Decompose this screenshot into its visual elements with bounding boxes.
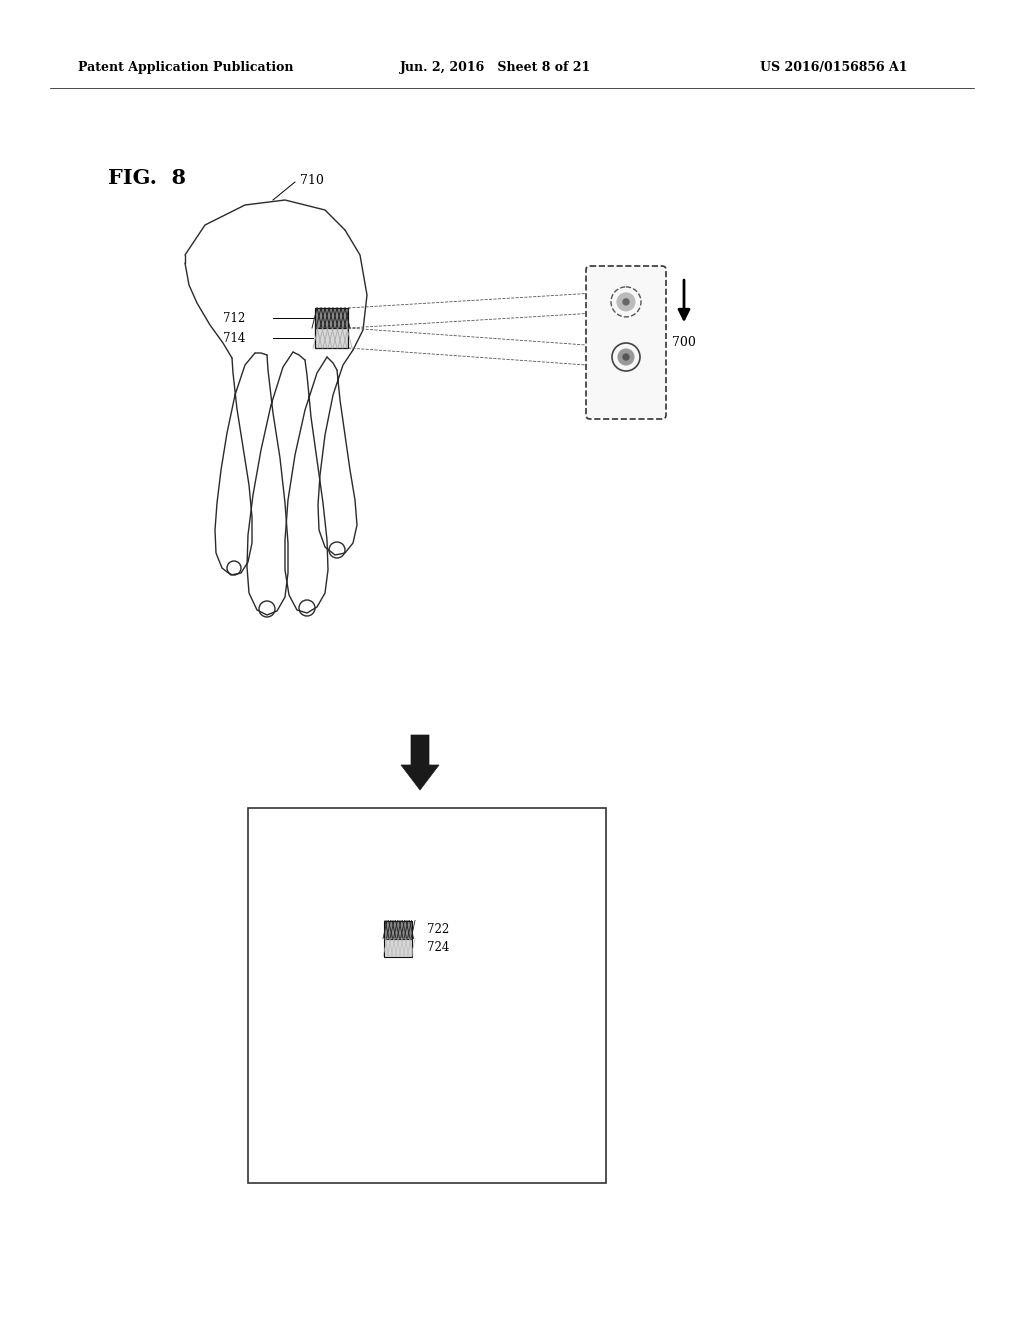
Text: Jun. 2, 2016   Sheet 8 of 21: Jun. 2, 2016 Sheet 8 of 21 xyxy=(400,62,591,74)
Polygon shape xyxy=(401,735,439,789)
Bar xyxy=(384,939,412,957)
Text: 700: 700 xyxy=(672,337,696,348)
Text: 722: 722 xyxy=(427,923,450,936)
Text: FIG.  8: FIG. 8 xyxy=(108,168,186,187)
Circle shape xyxy=(623,354,629,360)
Circle shape xyxy=(618,348,634,366)
Text: 710: 710 xyxy=(300,173,324,186)
Text: 712: 712 xyxy=(223,312,245,325)
Text: US 2016/0156856 A1: US 2016/0156856 A1 xyxy=(760,62,907,74)
Text: Patent Application Publication: Patent Application Publication xyxy=(78,62,294,74)
Bar xyxy=(384,920,412,939)
Circle shape xyxy=(617,293,635,312)
Text: 714: 714 xyxy=(222,331,245,345)
Circle shape xyxy=(623,298,629,305)
Bar xyxy=(248,808,606,1183)
Bar xyxy=(315,327,348,348)
FancyBboxPatch shape xyxy=(586,267,666,418)
Text: 724: 724 xyxy=(427,941,450,954)
Bar xyxy=(315,308,348,327)
